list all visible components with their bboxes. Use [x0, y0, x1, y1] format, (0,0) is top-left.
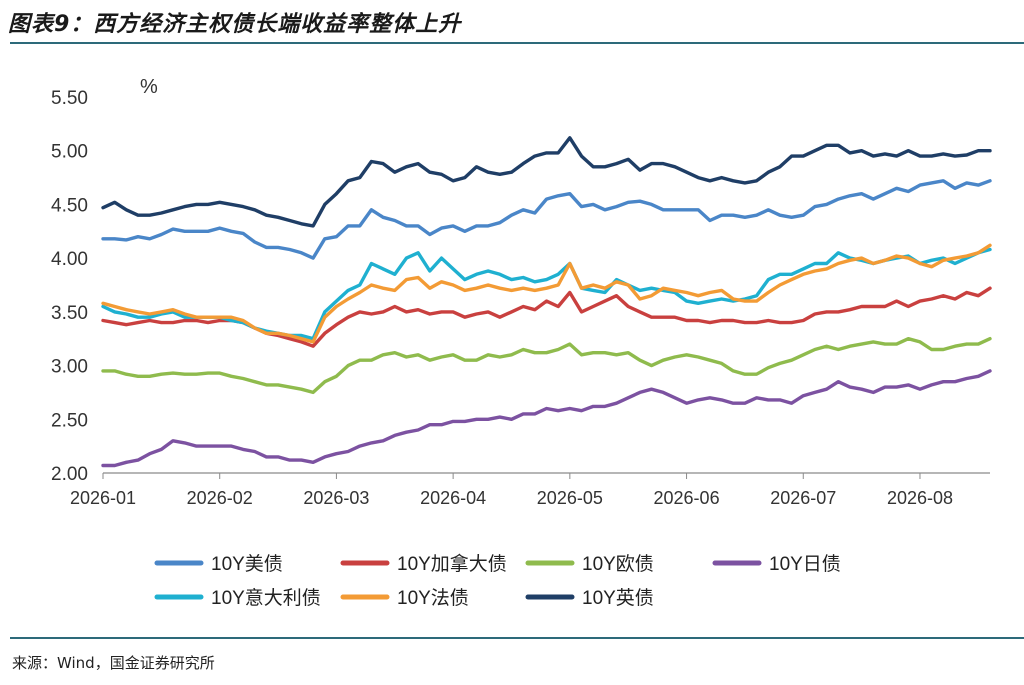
y-tick-label: 3.00: [51, 357, 88, 378]
line-chart: 2.00 2.50 3.00 3.50 4.00 4.50 5.00 5.50% 2026-01…: [51, 76, 992, 609]
legend-label: 10Y法债: [397, 587, 469, 609]
chart-legend: 10Y美债 10Y加拿大债 10Y欧债 10Y日债 10Y意大利债 10Y法债 10Y英债: [154, 552, 841, 609]
x-tick-label: 2026-03: [303, 488, 369, 508]
x-tick-label: 2026-07: [770, 488, 836, 508]
figure-title: 图表9：西方经济主权债长端收益率整体上升: [8, 12, 462, 37]
y-tick-label: 3.50: [51, 303, 88, 324]
y-tick-label: 2.00: [51, 464, 88, 485]
title-divider: [10, 42, 1024, 44]
source-note: 来源：Wind，国金证券研究所: [12, 654, 215, 672]
x-tick-label: 2026-04: [420, 488, 486, 508]
y-tick-label: 4.00: [51, 249, 88, 270]
y-tick-label: 2.50: [51, 410, 88, 431]
x-tick-label: 2026-02: [187, 488, 253, 508]
series-line-6: [101, 136, 992, 228]
x-tick-label: 2026-01: [70, 488, 136, 508]
y-axis-unit: %: [140, 76, 158, 98]
legend-label: 10Y加拿大债: [397, 552, 507, 575]
series-line-5: [101, 243, 992, 344]
legend-label: 10Y意大利债: [211, 587, 321, 609]
source-divider: [10, 637, 1024, 639]
x-tick-label: 2026-06: [654, 488, 720, 508]
y-tick-label: 4.50: [51, 195, 88, 216]
chart-series: [101, 136, 992, 468]
series-line-3: [101, 369, 992, 468]
series-line-4: [101, 247, 992, 341]
legend-label: 10Y英债: [582, 587, 654, 609]
legend-label: 10Y美债: [211, 553, 283, 575]
legend-label: 10Y日债: [769, 553, 841, 575]
x-tick-label: 2026-08: [887, 488, 953, 508]
y-tick-label: 5.00: [51, 142, 88, 163]
series-line-0: [101, 179, 992, 260]
chart-axes: 2.00 2.50 3.00 3.50 4.00 4.50 5.00 5.50% 2026-01…: [51, 76, 990, 508]
series-line-2: [101, 337, 992, 395]
legend-label: 10Y欧债: [582, 553, 654, 575]
x-tick-label: 2026-05: [537, 488, 603, 508]
y-tick-label: 5.50: [51, 88, 88, 109]
